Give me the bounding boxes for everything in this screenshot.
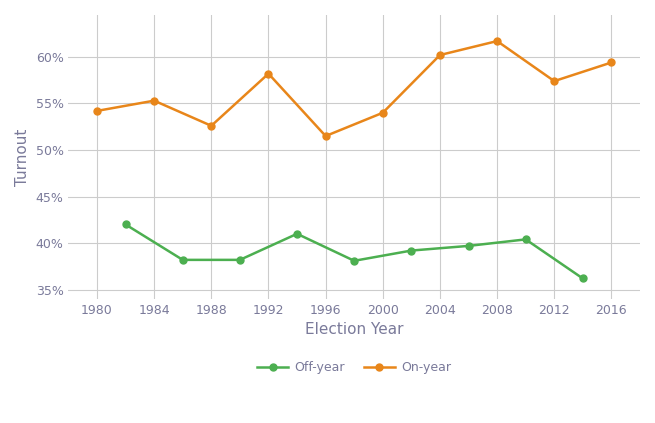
On-year xyxy=(550,79,558,84)
Off-year xyxy=(350,258,358,264)
Off-year xyxy=(407,248,415,253)
On-year xyxy=(493,38,501,44)
Legend: Off-year, On-year: Off-year, On-year xyxy=(252,356,457,379)
On-year xyxy=(150,98,158,103)
Off-year xyxy=(179,257,187,262)
On-year xyxy=(265,71,272,76)
Off-year xyxy=(464,243,472,248)
Line: Off-year: Off-year xyxy=(122,221,586,282)
On-year xyxy=(208,123,215,128)
Off-year xyxy=(522,237,530,242)
X-axis label: Election Year: Election Year xyxy=(305,322,403,338)
Off-year xyxy=(579,276,587,281)
On-year xyxy=(322,134,329,139)
On-year xyxy=(93,108,101,113)
Off-year xyxy=(293,231,301,236)
On-year xyxy=(436,52,444,58)
Line: On-year: On-year xyxy=(94,38,615,140)
Y-axis label: Turnout: Turnout xyxy=(15,128,30,186)
Off-year xyxy=(122,222,130,227)
Off-year xyxy=(236,257,244,262)
On-year xyxy=(607,60,615,65)
On-year xyxy=(379,110,386,115)
